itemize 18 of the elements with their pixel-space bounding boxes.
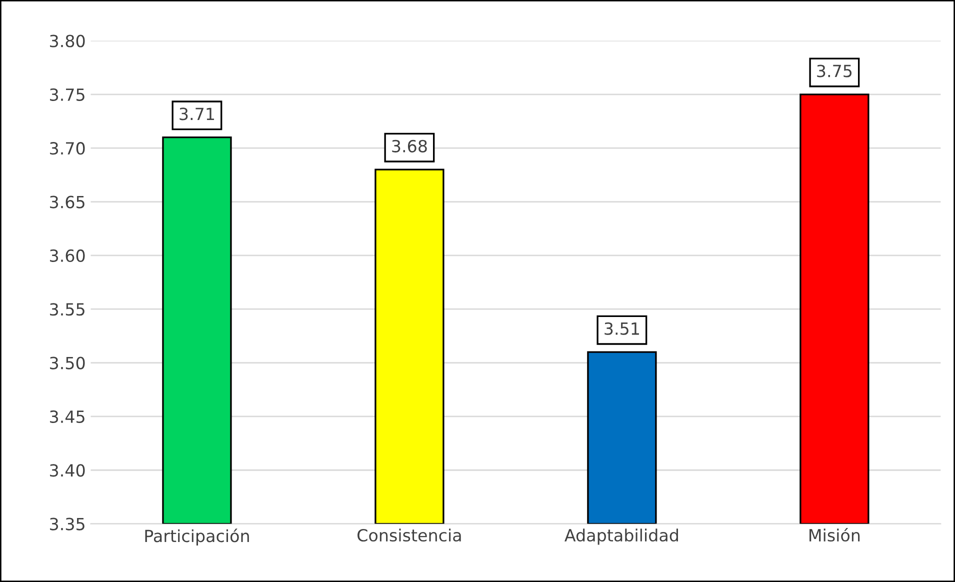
x-tick-label: Adaptabilidad: [564, 528, 678, 545]
y-tick-label: 3.55: [50, 303, 84, 316]
y-tick-label: 3.70: [50, 142, 85, 155]
x-tick-label: Misión: [810, 528, 860, 542]
y-tick-label: 3.50: [50, 356, 85, 370]
data-label: 3.51: [604, 322, 639, 335]
y-tick-label: 3.45: [50, 410, 84, 424]
x-tick-label: Consistencia: [358, 528, 461, 542]
data-label: 3.75: [817, 64, 852, 78]
y-tick-label: 3.65: [50, 196, 84, 208]
data-label: 3.71: [180, 108, 214, 120]
y-tick-label: 3.40: [50, 464, 85, 477]
y-tick-label: 3.35: [50, 518, 84, 530]
x-tick-label: Participación: [145, 528, 249, 546]
y-tick-label: 3.75: [50, 88, 84, 101]
data-label: 3.68: [392, 140, 427, 152]
y-tick-label: 3.60: [50, 249, 85, 262]
y-tick-label: 3.80: [50, 34, 85, 48]
